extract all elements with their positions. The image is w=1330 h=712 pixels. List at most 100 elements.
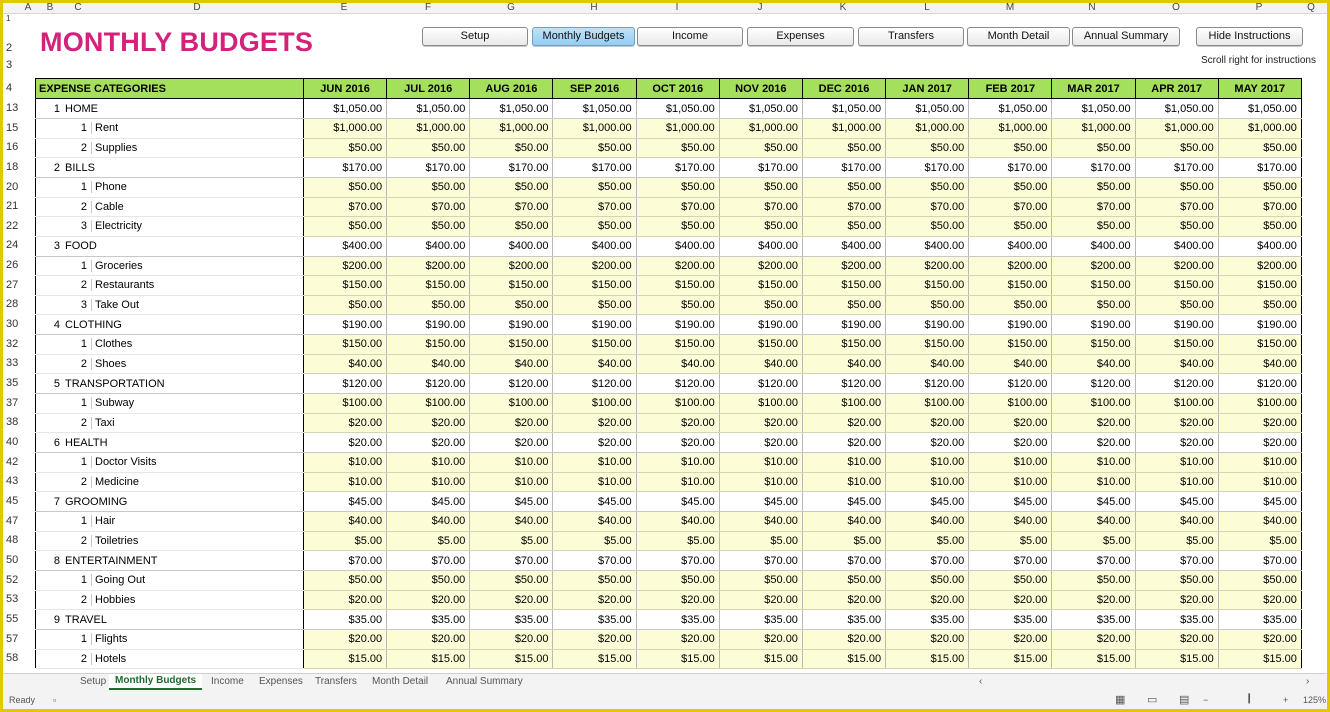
budget-amount-cell[interactable]: $170.00 [1051, 157, 1136, 178]
budget-amount-cell[interactable]: $45.00 [552, 491, 637, 512]
budget-amount-cell[interactable]: $50.00 [801, 138, 887, 158]
column-letter[interactable]: B [46, 2, 54, 13]
budget-amount-cell[interactable]: $40.00 [718, 511, 803, 532]
budget-amount-cell[interactable]: $20.00 [469, 590, 554, 610]
budget-amount-cell[interactable]: $20.00 [386, 413, 471, 433]
annual-summary-button[interactable]: Annual Summary [1072, 27, 1180, 46]
budget-amount-cell[interactable]: $40.00 [302, 354, 388, 374]
budget-amount-cell[interactable]: $50.00 [718, 216, 803, 237]
row-number[interactable]: 57 [6, 632, 19, 645]
budget-amount-cell[interactable]: $1,000.00 [302, 118, 388, 139]
row-number[interactable]: 52 [6, 573, 19, 586]
budget-amount-cell[interactable]: $45.00 [469, 491, 554, 512]
budget-amount-cell[interactable]: $70.00 [968, 197, 1053, 217]
budget-amount-cell[interactable]: $150.00 [885, 275, 970, 296]
budget-amount-cell[interactable]: $70.00 [635, 197, 720, 217]
budget-amount-cell[interactable]: $40.00 [302, 511, 388, 532]
budget-amount-cell[interactable]: $20.00 [968, 629, 1053, 650]
budget-amount-cell[interactable]: $190.00 [1051, 314, 1136, 335]
column-letter[interactable]: O [1172, 2, 1180, 13]
budget-amount-cell[interactable]: $1,050.00 [552, 98, 637, 119]
budget-amount-cell[interactable]: $20.00 [469, 432, 554, 453]
budget-amount-cell[interactable]: $50.00 [801, 177, 887, 198]
month-header[interactable]: MAY 2017 [1217, 78, 1302, 99]
budget-amount-cell[interactable]: $50.00 [1051, 216, 1136, 237]
budget-amount-cell[interactable]: $20.00 [1051, 432, 1136, 453]
budget-amount-cell[interactable]: $10.00 [552, 452, 637, 473]
budget-amount-cell[interactable]: $400.00 [1134, 235, 1219, 257]
budget-amount-cell[interactable]: $40.00 [801, 511, 887, 532]
row-number[interactable]: 32 [6, 337, 19, 350]
budget-amount-cell[interactable]: $15.00 [635, 649, 720, 669]
budget-amount-cell[interactable]: $20.00 [801, 590, 887, 610]
row-number[interactable]: 33 [6, 357, 19, 369]
budget-amount-cell[interactable]: $120.00 [968, 373, 1053, 394]
budget-amount-cell[interactable]: $70.00 [1051, 550, 1136, 571]
budget-amount-cell[interactable]: $50.00 [1134, 570, 1219, 591]
budget-amount-cell[interactable]: $150.00 [718, 334, 803, 355]
budget-amount-cell[interactable]: $190.00 [552, 314, 637, 335]
budget-amount-cell[interactable]: $50.00 [718, 570, 803, 591]
budget-amount-cell[interactable]: $15.00 [885, 649, 970, 669]
budget-amount-cell[interactable]: $20.00 [302, 432, 388, 453]
budget-amount-cell[interactable]: $120.00 [1134, 373, 1219, 394]
budget-amount-cell[interactable]: $10.00 [1134, 472, 1219, 492]
budget-amount-cell[interactable]: $170.00 [968, 157, 1053, 178]
budget-amount-cell[interactable]: $150.00 [801, 334, 887, 355]
budget-amount-cell[interactable]: $100.00 [552, 393, 637, 414]
budget-amount-cell[interactable]: $50.00 [1217, 138, 1302, 158]
budget-amount-cell[interactable]: $20.00 [968, 590, 1053, 610]
budget-amount-cell[interactable]: $1,050.00 [302, 98, 388, 119]
budget-amount-cell[interactable]: $70.00 [469, 550, 554, 571]
budget-amount-cell[interactable]: $150.00 [1051, 275, 1136, 296]
budget-amount-cell[interactable]: $50.00 [968, 295, 1053, 315]
budget-amount-cell[interactable]: $10.00 [469, 472, 554, 492]
budget-amount-cell[interactable]: $1,050.00 [801, 98, 887, 119]
macro-record-icon[interactable]: ▫ [53, 695, 57, 705]
budget-amount-cell[interactable]: $35.00 [968, 609, 1053, 630]
budget-amount-cell[interactable]: $150.00 [302, 334, 388, 355]
row-number[interactable]: 55 [6, 612, 19, 625]
budget-amount-cell[interactable]: $10.00 [1217, 472, 1302, 492]
budget-amount-cell[interactable]: $15.00 [1051, 649, 1136, 669]
budget-amount-cell[interactable]: $50.00 [1134, 177, 1219, 198]
category-cell[interactable]: 8 ENTERTAINMENT [35, 550, 304, 571]
budget-amount-cell[interactable]: $1,000.00 [1051, 118, 1136, 139]
budget-amount-cell[interactable]: $150.00 [552, 275, 637, 296]
category-cell[interactable]: 1 Rent [35, 118, 304, 139]
budget-amount-cell[interactable]: $20.00 [302, 413, 388, 433]
row-number[interactable]: 26 [6, 259, 19, 271]
row-number[interactable]: 22 [6, 219, 19, 232]
budget-amount-cell[interactable]: $5.00 [386, 531, 471, 551]
category-cell[interactable]: 3 Take Out [35, 295, 304, 315]
budget-amount-cell[interactable]: $1,050.00 [968, 98, 1053, 119]
budget-amount-cell[interactable]: $10.00 [968, 452, 1053, 473]
budget-amount-cell[interactable]: $190.00 [469, 314, 554, 335]
budget-amount-cell[interactable]: $40.00 [968, 511, 1053, 532]
budget-amount-cell[interactable]: $50.00 [302, 138, 388, 158]
budget-amount-cell[interactable]: $1,050.00 [1217, 98, 1302, 119]
column-letter[interactable]: P [1255, 2, 1263, 13]
budget-amount-cell[interactable]: $1,050.00 [1051, 98, 1136, 119]
budget-amount-cell[interactable]: $40.00 [968, 354, 1053, 374]
budget-amount-cell[interactable]: $70.00 [302, 197, 388, 217]
row-number[interactable]: 58 [6, 652, 19, 664]
budget-amount-cell[interactable]: $20.00 [1217, 413, 1302, 433]
budget-amount-cell[interactable]: $150.00 [386, 334, 471, 355]
budget-amount-cell[interactable]: $35.00 [885, 609, 970, 630]
budget-amount-cell[interactable]: $1,000.00 [1134, 118, 1219, 139]
row-number[interactable]: 47 [6, 514, 19, 527]
budget-amount-cell[interactable]: $50.00 [552, 216, 637, 237]
budget-amount-cell[interactable]: $170.00 [1134, 157, 1219, 178]
budget-amount-cell[interactable]: $50.00 [718, 177, 803, 198]
budget-amount-cell[interactable]: $150.00 [968, 334, 1053, 355]
row-number[interactable]: 53 [6, 593, 19, 605]
row-number[interactable]: 16 [6, 141, 19, 153]
budget-amount-cell[interactable]: $50.00 [635, 570, 720, 591]
budget-amount-cell[interactable]: $10.00 [552, 472, 637, 492]
budget-amount-cell[interactable]: $70.00 [386, 197, 471, 217]
budget-amount-cell[interactable]: $20.00 [1134, 432, 1219, 453]
budget-amount-cell[interactable]: $50.00 [302, 177, 388, 198]
category-cell[interactable]: 3 FOOD [35, 235, 304, 257]
sheet-tab[interactable]: Monthly Budgets [109, 674, 203, 690]
